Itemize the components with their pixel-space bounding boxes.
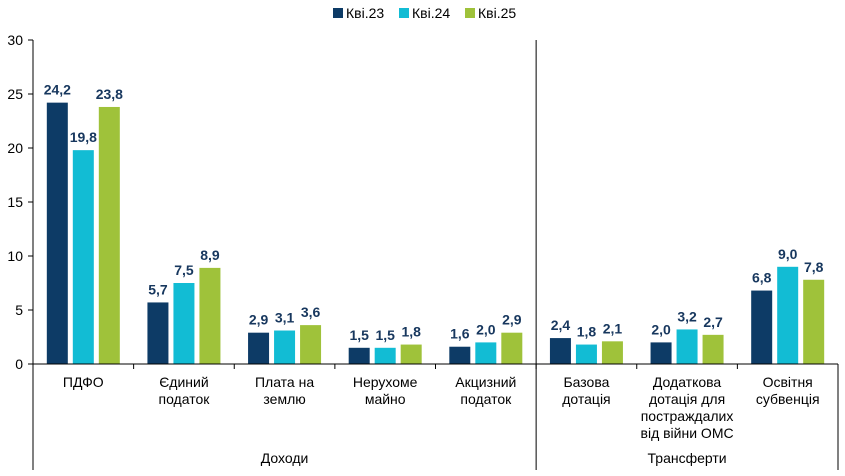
data-label: 3,2: [677, 308, 697, 324]
data-label: 1,8: [401, 324, 421, 340]
data-label: 3,1: [275, 310, 295, 326]
bar: [501, 332, 523, 364]
bar: [702, 334, 724, 364]
x-axis: ПДФО Єдиний податок Плата на землю Нерухоме ма…: [32, 40, 839, 470]
category-label: Акцизний податок: [455, 374, 516, 407]
data-label: 6,8: [752, 270, 772, 286]
data-label: 2,0: [476, 321, 496, 337]
data-label: 2,7: [703, 314, 723, 330]
data-label: 23,8: [96, 86, 123, 102]
y-tick-label: 20: [7, 140, 23, 156]
bar: [72, 150, 94, 364]
bar: [575, 344, 597, 364]
category-label: Освітня субвенція: [756, 374, 820, 407]
legend-swatch: [465, 8, 475, 18]
bar: [248, 332, 270, 364]
category-label: Нерухоме майно: [353, 374, 418, 407]
data-label: 19,8: [70, 129, 97, 145]
category-label: Додаткова дотація для постраждалих від війн…: [641, 374, 734, 441]
bar: [549, 338, 571, 364]
y-tick-label: 5: [15, 302, 23, 318]
group-label: Трансферти: [648, 450, 727, 466]
data-label: 5,7: [148, 281, 168, 297]
bar: [777, 266, 799, 364]
bar: [98, 106, 120, 365]
y-tick-label: 15: [7, 194, 23, 210]
bar: [475, 342, 497, 364]
data-label: 2,4: [551, 317, 571, 333]
data-label: 1,8: [577, 324, 597, 340]
group-label: Доходи: [261, 450, 309, 466]
category-label: ПДФО: [63, 374, 104, 390]
y-tick-label: 30: [7, 32, 23, 48]
bar: [676, 329, 698, 364]
legend-swatch: [399, 8, 409, 18]
category-label: Плата на землю: [255, 374, 314, 407]
legend-swatch: [333, 8, 343, 18]
bar: [147, 302, 169, 364]
data-label: 8,9: [200, 247, 220, 263]
data-label: 2,9: [249, 312, 269, 328]
data-label: 2,0: [651, 321, 671, 337]
data-label: 3,6: [301, 304, 321, 320]
legend-label: Кві.24: [412, 5, 450, 21]
category-label: Єдиний податок: [159, 374, 211, 407]
bar: [400, 344, 422, 364]
bar: [803, 279, 825, 364]
y-tick-label: 25: [7, 86, 23, 102]
data-label: 7,5: [174, 262, 194, 278]
legend-label: Кві.23: [346, 5, 384, 21]
data-label: 2,9: [502, 312, 522, 328]
bar: [46, 102, 68, 364]
bar: [650, 342, 672, 364]
bar: [374, 347, 396, 364]
data-labels: 24,2 19,8 23,8 5,7 7,5 8,9 2,9 3,1 3,6 1,5 1,5 1,8 1…: [44, 82, 824, 343]
bars: [46, 102, 825, 365]
bar: [173, 283, 195, 364]
data-label: 9,0: [778, 246, 798, 262]
bar: [199, 267, 221, 364]
data-label: 1,5: [375, 327, 395, 343]
bar: [300, 325, 322, 364]
legend: Кві.23 Кві.24 Кві.25: [333, 5, 516, 21]
y-tick-label: 0: [15, 356, 23, 372]
bar: [601, 341, 623, 364]
bar: [751, 290, 773, 364]
y-tick-label: 10: [7, 248, 23, 264]
bar: [348, 347, 370, 364]
data-label: 24,2: [44, 82, 71, 98]
data-label: 2,1: [603, 320, 623, 336]
data-label: 7,8: [804, 259, 824, 275]
category-label: Базова дотація: [562, 374, 610, 407]
data-label: 1,6: [450, 326, 470, 342]
y-axis: 0 5 10 15 20 25 30: [7, 32, 34, 372]
legend-label: Кві.25: [478, 5, 516, 21]
data-label: 1,5: [349, 327, 369, 343]
bar: [449, 346, 471, 364]
bar: [274, 330, 296, 364]
